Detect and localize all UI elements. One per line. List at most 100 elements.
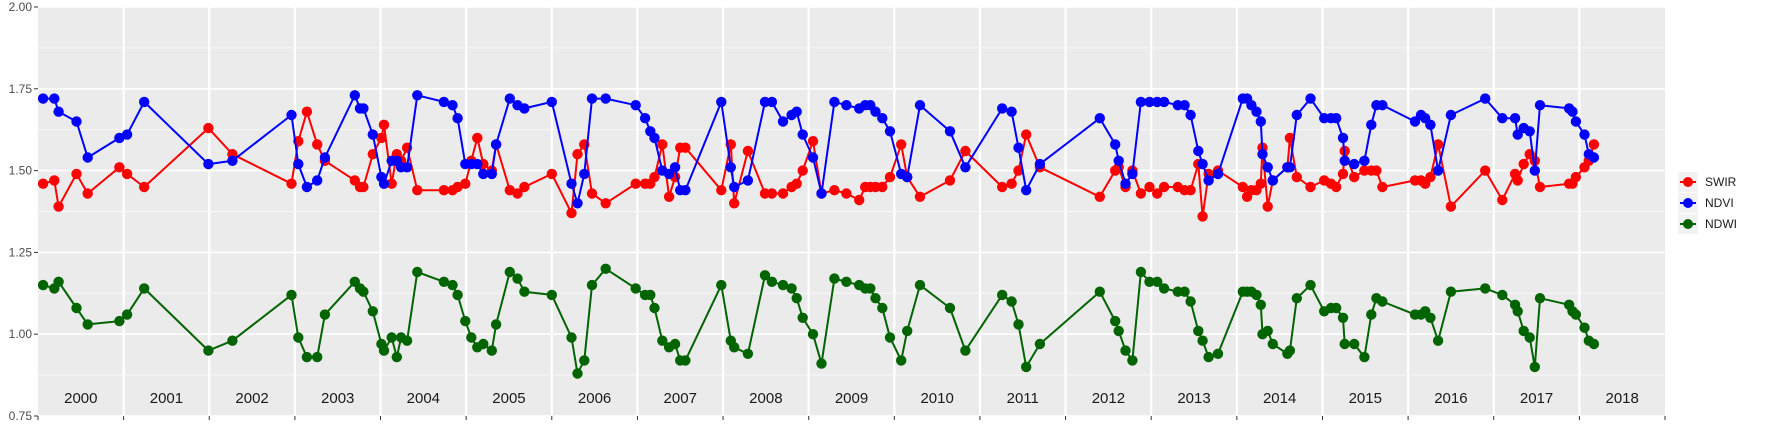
y-tick-label: 2.00 xyxy=(9,0,33,14)
year-label: 2015 xyxy=(1349,390,1382,407)
data-point-ndvi xyxy=(286,109,297,121)
data-point-ndwi xyxy=(669,338,681,350)
data-point-ndvi xyxy=(1110,139,1121,150)
data-point-ndwi xyxy=(896,355,907,366)
data-point-ndwi xyxy=(1135,266,1147,278)
year-label: 2010 xyxy=(920,390,953,407)
data-point-ndwi xyxy=(759,270,771,281)
data-point-ndvi xyxy=(82,152,93,163)
data-point-swir xyxy=(1013,165,1024,176)
data-point-swir xyxy=(203,122,214,134)
data-point-ndwi xyxy=(1570,309,1582,320)
data-point-swir xyxy=(438,185,450,196)
data-point-swir xyxy=(1518,158,1529,170)
data-point-ndvi xyxy=(1267,175,1279,186)
data-point-ndwi xyxy=(841,276,852,287)
data-point-ndwi xyxy=(1534,293,1546,304)
x-axis xyxy=(37,416,1666,420)
data-point-swir xyxy=(139,181,150,193)
data-point-ndwi xyxy=(1110,315,1121,327)
legend-key-point xyxy=(1683,198,1693,208)
data-point-swir xyxy=(1534,181,1546,193)
major-gridlines xyxy=(38,6,1665,417)
data-point-ndwi xyxy=(902,325,913,337)
data-point-ndvi xyxy=(1534,100,1546,111)
data-point-ndvi xyxy=(841,100,852,111)
data-point-ndvi xyxy=(1588,152,1600,163)
data-point-swir xyxy=(358,181,369,193)
year-label: 2005 xyxy=(492,390,525,407)
y-tick-label: 1.25 xyxy=(9,245,33,259)
data-point-swir xyxy=(49,175,60,186)
data-point-ndvi xyxy=(1197,158,1208,170)
data-point-swir xyxy=(1371,165,1382,176)
data-point-ndwi xyxy=(412,266,423,278)
data-point-ndvi xyxy=(1144,96,1155,108)
data-point-swir xyxy=(512,188,523,199)
data-point-ndwi xyxy=(1518,325,1529,337)
data-point-ndvi xyxy=(504,93,515,104)
data-point-swir xyxy=(1144,181,1155,193)
series-ndvi xyxy=(38,90,1600,209)
data-point-ndvi xyxy=(766,96,778,108)
data-point-swir xyxy=(114,162,125,173)
data-point-ndwi xyxy=(579,355,590,366)
data-point-ndvi xyxy=(877,113,888,124)
data-point-ndwi xyxy=(716,279,727,291)
data-point-ndvi xyxy=(412,90,423,101)
data-point-ndwi xyxy=(71,302,82,314)
data-point-ndwi xyxy=(657,335,668,346)
legend-label: NDWI xyxy=(1705,217,1737,231)
data-point-ndwi xyxy=(572,368,583,379)
data-point-ndwi xyxy=(630,283,641,294)
data-point-ndwi xyxy=(600,263,611,274)
data-point-swir xyxy=(742,145,754,157)
legend-item-ndvi: NDVI xyxy=(1678,193,1734,213)
data-point-ndwi xyxy=(1337,312,1349,323)
data-point-ndvi xyxy=(1257,149,1268,160)
year-dividers xyxy=(122,7,1581,416)
data-point-ndvi xyxy=(1445,109,1457,121)
data-point-swir xyxy=(312,139,323,150)
legend-key-point xyxy=(1683,219,1693,229)
data-point-swir xyxy=(1255,178,1267,189)
data-point-ndwi xyxy=(1497,289,1508,301)
data-point-ndwi xyxy=(378,345,390,356)
data-point-ndwi xyxy=(1113,325,1124,337)
data-point-ndvi xyxy=(1570,116,1582,127)
data-point-ndvi xyxy=(293,158,304,170)
data-point-ndwi xyxy=(1034,338,1046,350)
data-point-swir xyxy=(586,188,598,199)
data-point-ndwi xyxy=(512,273,523,284)
data-point-swir xyxy=(600,198,611,209)
data-point-swir xyxy=(1305,181,1316,193)
legend-label: SWIR xyxy=(1705,175,1737,189)
data-point-swir xyxy=(412,185,423,196)
data-point-swir xyxy=(53,201,64,212)
legend-label: NDVI xyxy=(1705,196,1734,210)
data-point-ndwi xyxy=(586,279,598,291)
data-point-ndwi xyxy=(1524,332,1535,343)
data-point-ndvi xyxy=(1262,162,1273,173)
data-point-ndwi xyxy=(401,335,413,346)
year-labels: 2000 2001 2002 2003 2004 2005 2006 2007 2008 2009… xyxy=(64,390,1639,407)
data-point-ndwi xyxy=(114,315,125,327)
data-point-swir xyxy=(716,185,727,196)
data-point-ndwi xyxy=(227,335,238,346)
data-point-ndvi xyxy=(870,106,881,117)
data-point-ndwi xyxy=(1152,276,1163,287)
data-point-swir xyxy=(657,139,668,150)
data-point-ndwi xyxy=(447,279,458,291)
data-point-ndwi xyxy=(1197,335,1208,346)
data-point-ndwi xyxy=(486,345,497,356)
data-point-swir xyxy=(121,168,133,180)
data-point-ndwi xyxy=(1255,299,1267,310)
data-point-ndvi xyxy=(349,90,360,101)
data-point-ndvi xyxy=(1337,132,1349,144)
data-point-ndwi xyxy=(301,351,313,363)
data-point-swir xyxy=(797,165,808,176)
year-label: 2004 xyxy=(407,390,440,407)
data-point-ndvi xyxy=(1034,158,1046,170)
data-point-ndwi xyxy=(121,309,133,320)
data-point-ndwi xyxy=(286,289,297,301)
